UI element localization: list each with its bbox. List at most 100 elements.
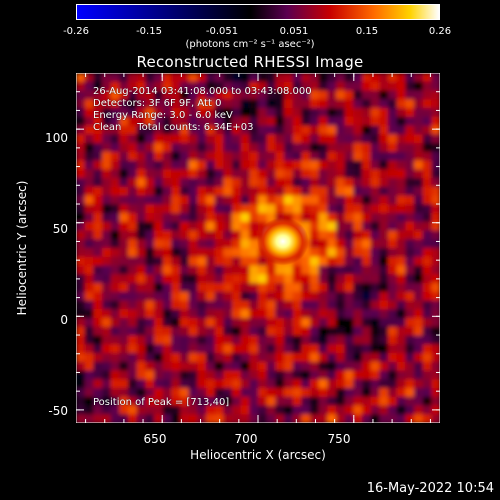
heatmap-cell — [292, 90, 302, 100]
heatmap-cell — [266, 134, 276, 144]
heatmap-cell — [301, 213, 311, 223]
heatmap-cell — [414, 361, 424, 372]
heatmap-cell — [84, 221, 94, 232]
heatmap-cell — [206, 361, 216, 372]
heatmap-cell — [206, 309, 216, 319]
heatmap-cell — [154, 283, 164, 293]
heatmap-cell — [422, 414, 432, 423]
heatmap-cell — [336, 388, 346, 398]
heatmap-cell — [223, 300, 233, 310]
heatmap-cell — [301, 405, 311, 415]
heatmap-cell — [353, 90, 363, 100]
heatmap-cell — [162, 186, 172, 197]
heatmap-cell — [266, 379, 276, 389]
heatmap-cell — [414, 178, 424, 188]
heatmap-cell — [396, 186, 406, 197]
heatmap-cell — [102, 318, 112, 328]
heatmap-cell — [310, 326, 320, 337]
heatmap-cell — [84, 396, 94, 407]
heatmap-cell — [396, 239, 406, 249]
heatmap-cell — [344, 143, 354, 153]
heatmap-cell — [336, 186, 346, 197]
heatmap-cell — [136, 248, 146, 258]
heatmap-cell — [362, 204, 372, 214]
heatmap-cell — [344, 256, 354, 267]
heatmap-cell — [258, 300, 268, 310]
heatmap-cell — [396, 204, 406, 214]
heatmap-cell — [232, 256, 242, 267]
heatmap-cell — [154, 151, 164, 162]
heatmap-cell — [405, 143, 415, 153]
heatmap-cell — [396, 134, 406, 144]
heatmap-cell — [336, 151, 346, 162]
heatmap-cell — [119, 108, 129, 118]
heatmap-cell — [110, 151, 120, 162]
heatmap-cell — [232, 116, 242, 127]
heatmap-cell — [275, 81, 285, 92]
heatmap-cell — [223, 283, 233, 293]
heatmap-cell — [188, 134, 198, 144]
heatmap-cell — [154, 125, 164, 135]
heatmap-cell — [336, 265, 346, 275]
heatmap-cell — [431, 90, 440, 100]
heatmap-cell — [284, 291, 294, 302]
heatmap-cell — [344, 309, 354, 319]
heatmap-cell — [318, 291, 328, 302]
heatmap-cell — [431, 195, 440, 205]
heatmap-cell — [136, 90, 146, 100]
heatmap-cell — [370, 169, 380, 179]
heatmap-cell — [327, 361, 337, 372]
heatmap-cell — [214, 283, 224, 293]
heatmap-cell — [119, 143, 129, 153]
heatmap-cell — [136, 221, 146, 232]
heatmap-cell — [396, 248, 406, 258]
heatmap-cell — [327, 309, 337, 319]
heatmap-cell — [353, 125, 363, 135]
heatmap-cell — [171, 204, 181, 214]
heatmap-cell — [405, 414, 415, 423]
heatmap-cell — [180, 81, 190, 92]
heatmap-cell — [154, 221, 164, 232]
heatmap-cell — [362, 73, 372, 83]
heatmap-cell — [370, 230, 380, 240]
heatmap-cell — [362, 178, 372, 188]
heatmap-cell — [292, 309, 302, 319]
heatmap-cell — [396, 414, 406, 423]
heatmap-cell — [336, 143, 346, 153]
heatmap-cell — [214, 370, 224, 380]
heatmap-cell — [76, 344, 86, 354]
heatmap-cell — [110, 81, 120, 92]
heatmap-cell — [370, 134, 380, 144]
heatmap-cell — [422, 134, 432, 144]
heatmap-cell — [284, 73, 294, 83]
heatmap-cell — [292, 379, 302, 389]
heatmap-cell — [154, 195, 164, 205]
heatmap-cell — [284, 186, 294, 197]
heatmap-cell — [414, 108, 424, 118]
heatmap-cell — [223, 204, 233, 214]
heatmap-cell — [301, 195, 311, 205]
heatmap-cell — [327, 151, 337, 162]
heatmap-cell — [292, 344, 302, 354]
heatmap-cell — [102, 125, 112, 135]
heatmap-cell — [327, 326, 337, 337]
heatmap-cell — [197, 151, 207, 162]
heatmap-cell — [197, 335, 207, 345]
heatmap-cell — [405, 335, 415, 345]
heatmap-cell — [223, 81, 233, 92]
heatmap-cell — [336, 353, 346, 363]
heatmap-cell — [431, 361, 440, 372]
heatmap-cell — [76, 230, 86, 240]
heatmap-cell — [284, 309, 294, 319]
heatmap-cell — [396, 116, 406, 127]
heatmap-cell — [162, 265, 172, 275]
heatmap-cell — [370, 99, 380, 109]
heatmap-cell — [232, 370, 242, 380]
heatmap-cell — [318, 151, 328, 162]
heatmap-cell — [93, 309, 103, 319]
heatmap-cell — [110, 344, 120, 354]
heatmap-cell — [136, 388, 146, 398]
heatmap-cell — [76, 73, 86, 83]
heatmap-cell — [284, 116, 294, 127]
heatmap-cell — [136, 326, 146, 337]
